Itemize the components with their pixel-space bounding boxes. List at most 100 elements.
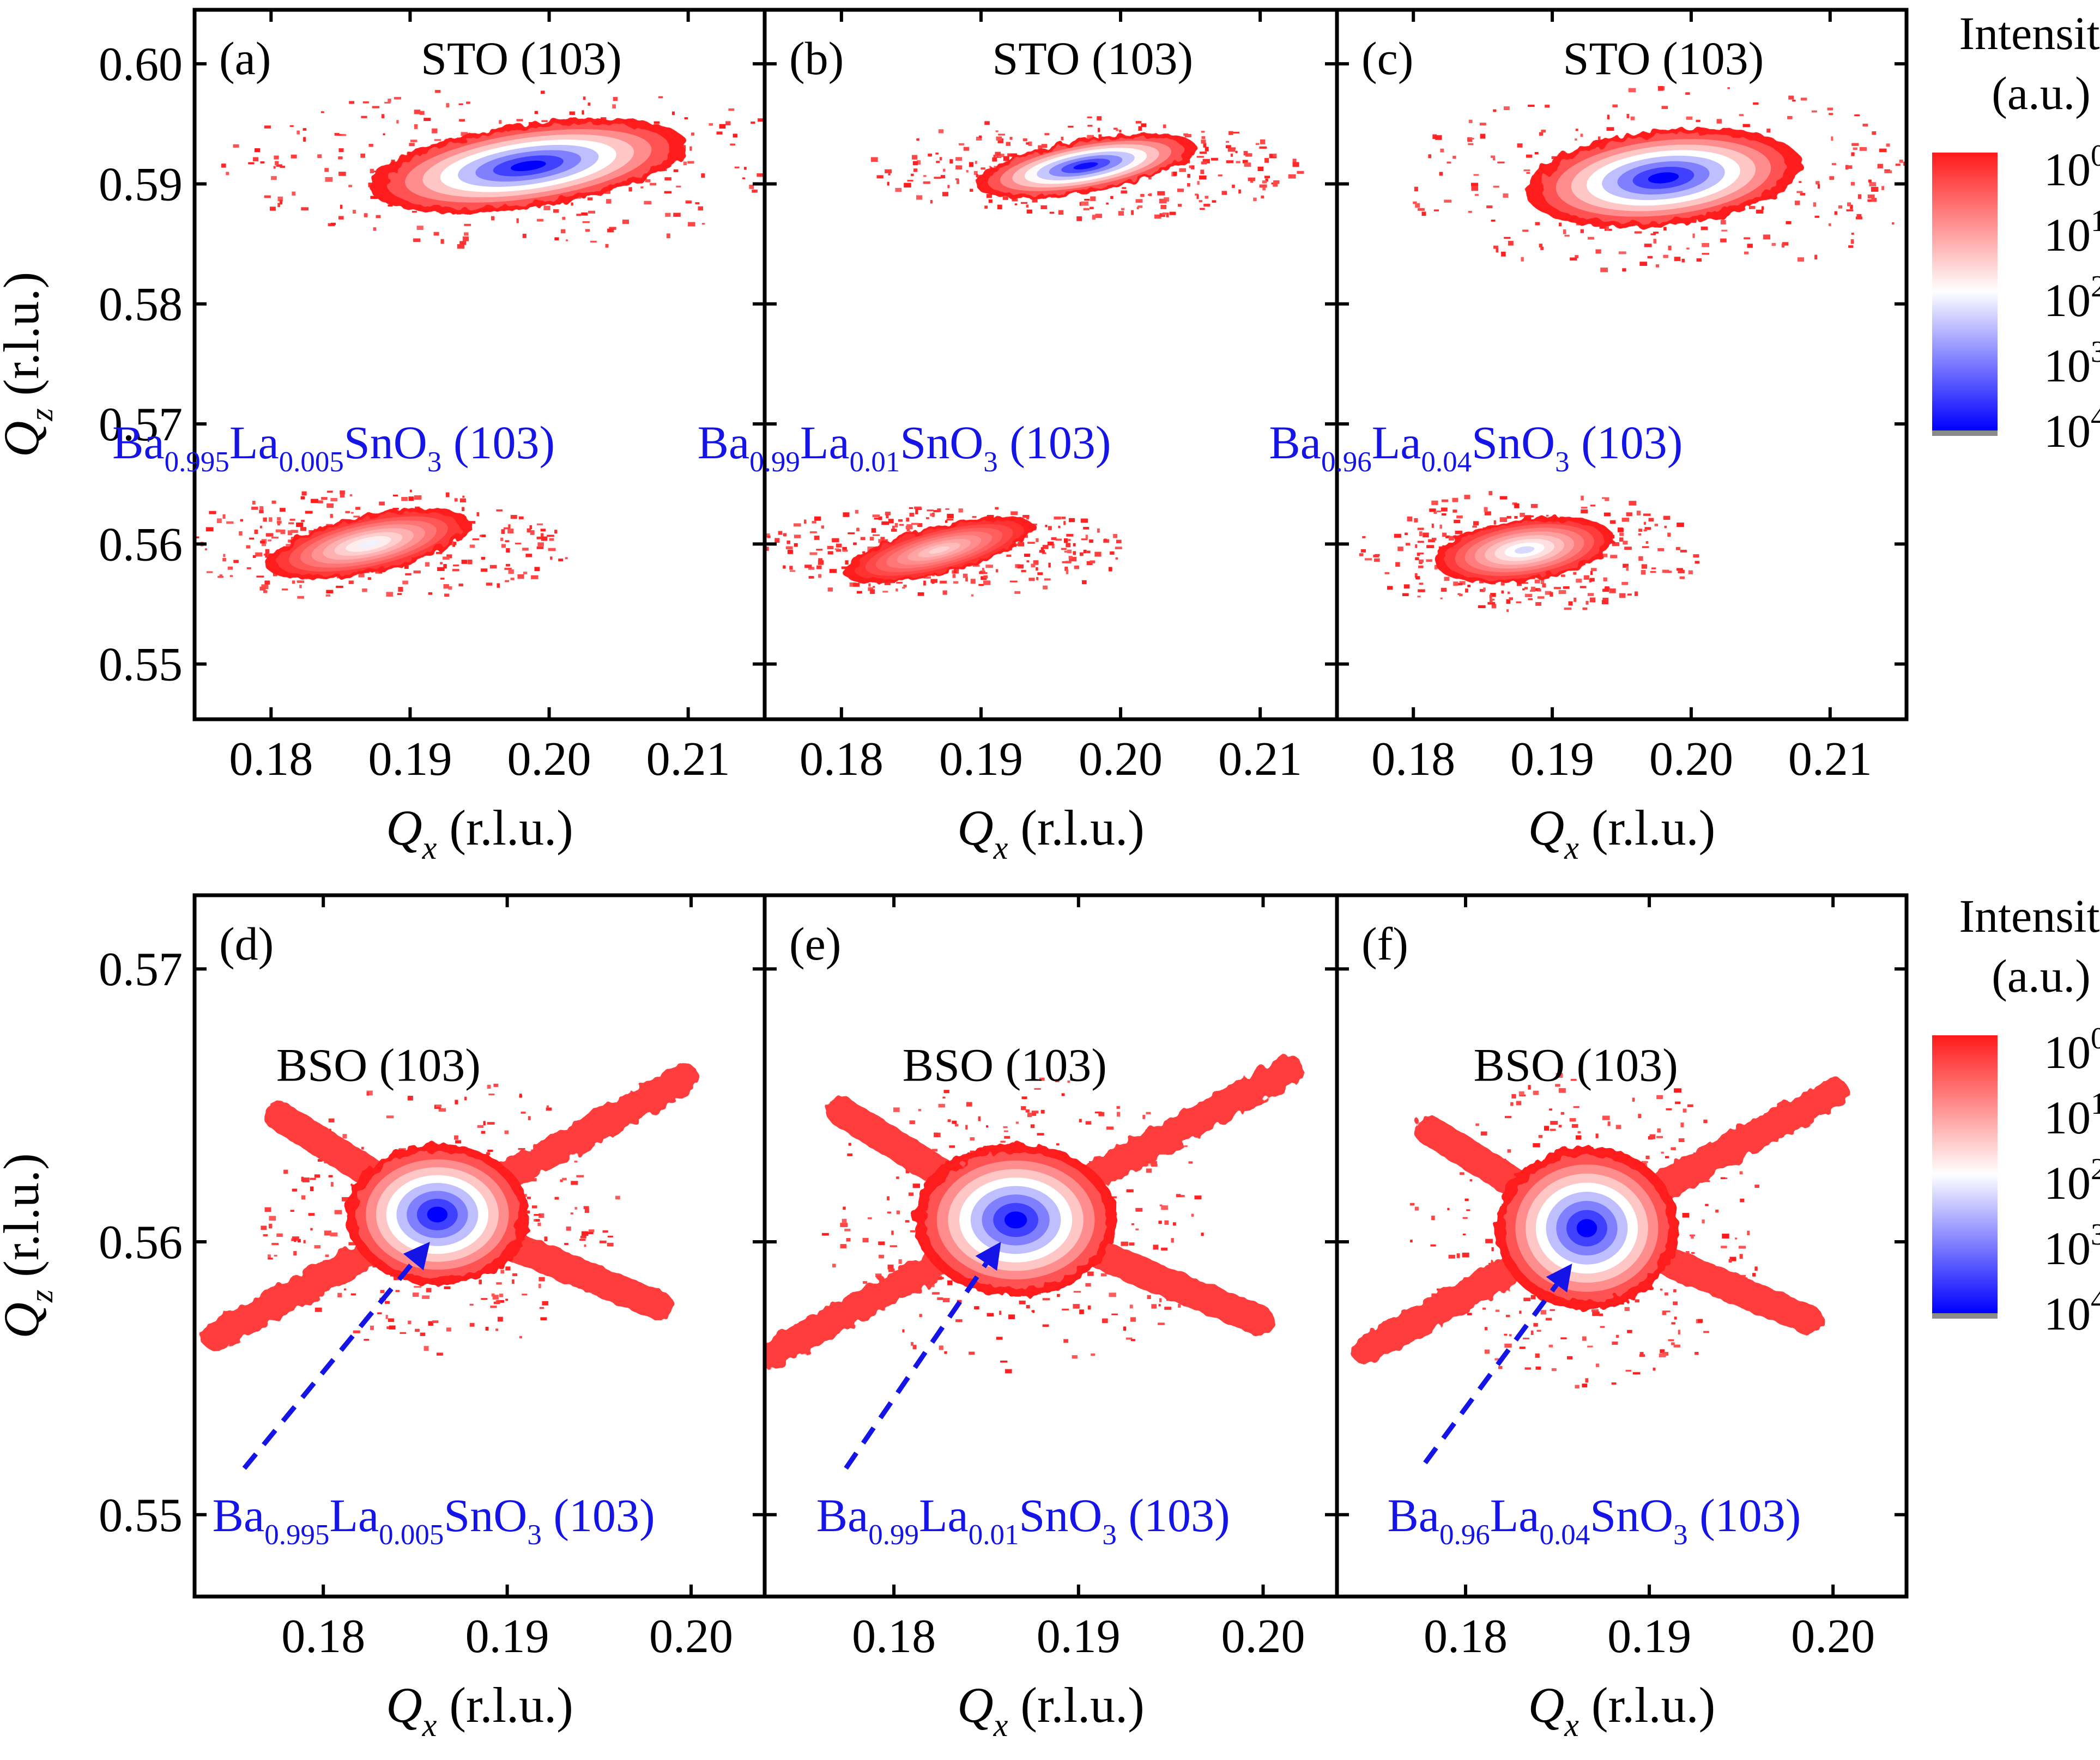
speckle — [504, 567, 512, 571]
speckle — [937, 508, 941, 512]
dashed-arrow — [1423, 1283, 1559, 1465]
speckle — [538, 1283, 541, 1289]
speckle — [1668, 1339, 1674, 1342]
speckle — [1739, 1254, 1743, 1259]
speckle — [984, 121, 990, 125]
speckle — [1560, 1112, 1565, 1115]
speckle — [905, 1220, 910, 1223]
speckle — [310, 1186, 314, 1192]
speckle — [1445, 535, 1450, 538]
speckle — [1674, 257, 1681, 262]
speckle — [260, 161, 265, 164]
speckle — [1540, 246, 1544, 250]
speckle — [607, 228, 614, 233]
speckle — [1859, 147, 1867, 151]
speckle — [1720, 220, 1726, 224]
speckle — [1671, 1147, 1676, 1150]
speckle — [1098, 134, 1102, 138]
speckle — [966, 1102, 972, 1107]
speckle — [256, 575, 264, 578]
speckle — [1575, 1385, 1579, 1389]
speckle — [1440, 597, 1443, 599]
speckle — [1297, 171, 1304, 174]
axis-variable: Q — [0, 421, 49, 457]
speckle — [565, 557, 568, 560]
speckle — [1172, 1222, 1176, 1226]
speckle — [1786, 221, 1792, 224]
speckle — [906, 518, 910, 522]
speckle — [1535, 602, 1542, 606]
panel-label: (f) — [1361, 918, 1408, 970]
speckle — [414, 495, 422, 500]
speckle — [942, 1298, 950, 1302]
speckle — [868, 1217, 872, 1219]
speckle — [1655, 264, 1660, 268]
x-axis-label: Qx (r.l.u.) — [957, 800, 1145, 866]
speckle — [971, 594, 974, 597]
speckle — [979, 135, 982, 138]
speckle — [1161, 1247, 1168, 1251]
speckle — [887, 1264, 894, 1270]
speckle — [970, 189, 973, 192]
speckle — [1048, 562, 1051, 568]
speckle — [1747, 1230, 1750, 1235]
speckle — [1533, 1143, 1540, 1148]
speckle — [1679, 576, 1685, 579]
speckle — [505, 1266, 511, 1271]
speckle — [522, 1294, 528, 1296]
speckle — [812, 521, 816, 524]
speckle — [1030, 1124, 1035, 1128]
speckle — [274, 1254, 277, 1257]
speckle — [1154, 214, 1161, 219]
speckle — [515, 542, 522, 545]
speckle — [1130, 1317, 1136, 1322]
speckle — [1493, 520, 1496, 525]
y-tick-label: 0.56 — [99, 1216, 183, 1269]
speckle — [1588, 236, 1594, 240]
speckle — [1575, 255, 1579, 258]
speckle — [945, 520, 948, 523]
subscript-text: 3 — [527, 1519, 542, 1551]
speckle — [1579, 586, 1587, 588]
formula-text: La — [800, 416, 850, 469]
speckle — [1040, 205, 1048, 209]
speckle — [688, 222, 695, 227]
speckle — [1473, 174, 1479, 176]
speckle — [1164, 1307, 1172, 1310]
x-tick-label: 0.20 — [1221, 1610, 1305, 1663]
ticks: 0.18 0.19 0.20 0.21 — [765, 10, 1337, 786]
speckle — [226, 521, 234, 524]
speckle — [923, 181, 930, 184]
speckle — [1583, 575, 1590, 580]
speckle — [373, 227, 377, 231]
speckle — [1183, 133, 1189, 136]
speckle — [1005, 1369, 1012, 1374]
speckle — [314, 1307, 322, 1312]
speckle — [252, 555, 256, 558]
speckle — [767, 535, 771, 538]
speckle — [546, 1105, 549, 1108]
speckle — [1037, 572, 1043, 575]
speckle — [518, 1148, 525, 1150]
speckle — [537, 219, 544, 222]
contour-level — [928, 546, 950, 554]
speckle — [997, 138, 1003, 143]
speckle — [276, 164, 282, 167]
speckle — [1656, 1095, 1663, 1099]
speckle — [734, 166, 740, 168]
speckle — [1846, 209, 1854, 211]
speckle — [342, 1134, 347, 1139]
speckle — [1516, 581, 1522, 586]
speckle — [326, 590, 334, 594]
speckle — [1058, 525, 1061, 529]
speckle — [1212, 200, 1217, 203]
speckle — [1106, 1126, 1114, 1130]
speckle — [1506, 599, 1511, 604]
speckle — [1455, 530, 1463, 535]
speckle — [1553, 587, 1561, 590]
speckle — [405, 573, 411, 576]
speckle — [1147, 1295, 1151, 1300]
speckle — [504, 1130, 509, 1134]
speckle — [1572, 1124, 1578, 1128]
speckle — [1530, 503, 1538, 508]
